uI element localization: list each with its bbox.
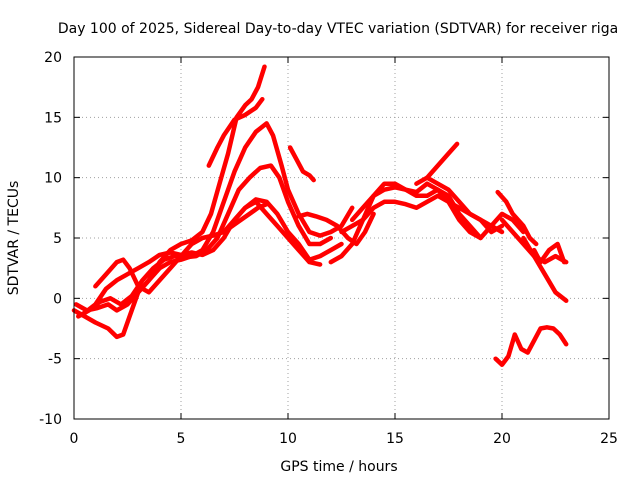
- series-line-sat-track-3: [73, 121, 355, 313]
- x-tick-label: 10: [279, 431, 297, 447]
- x-tick-label: 15: [386, 431, 404, 447]
- x-tick-label: 20: [493, 431, 511, 447]
- series-line-sat-track-2: [206, 96, 265, 168]
- series-line-sat-track-6: [93, 199, 323, 295]
- series-line-sat-track-19: [493, 325, 569, 367]
- axis-ticks: 0 5 10 15 20 25 -10 -5 0 5 10 15 20: [39, 50, 618, 447]
- y-tick-label: -10: [39, 412, 62, 428]
- series-line-sat-track-18: [531, 241, 567, 265]
- series-line-sat-track-5: [82, 197, 344, 316]
- x-tick-label: 0: [70, 431, 79, 447]
- series-line-sat-track-17: [521, 235, 569, 303]
- y-tick-label: 10: [44, 171, 62, 187]
- x-axis-label: GPS time / hours: [280, 459, 397, 475]
- series-line-sat-track-4: [76, 163, 334, 319]
- x-tick-label: 5: [177, 431, 186, 447]
- series-line-sat-track-7: [221, 201, 269, 235]
- series-line-sat-track-12: [339, 193, 483, 241]
- series-line-sat-track-14: [414, 175, 505, 235]
- y-tick-label: -5: [48, 352, 62, 368]
- series-line-sat-track-8: [287, 145, 316, 183]
- y-tick-label: 5: [53, 231, 62, 247]
- x-tick-label: 25: [600, 431, 618, 447]
- series-line-sat-track-9: [296, 211, 376, 247]
- data-series: [71, 64, 569, 367]
- y-tick-label: 15: [44, 110, 62, 126]
- series-line-sat-track-15: [495, 189, 539, 247]
- series-line-sat-track-1: [71, 64, 267, 340]
- series-line-sat-track-13: [424, 141, 460, 180]
- y-tick-label: 20: [44, 50, 62, 66]
- y-tick-label: 0: [53, 291, 62, 307]
- chart-title: Day 100 of 2025, Sidereal Day-to-day VTE…: [58, 21, 618, 37]
- y-axis-label: SDTVAR / TECUs: [6, 181, 22, 296]
